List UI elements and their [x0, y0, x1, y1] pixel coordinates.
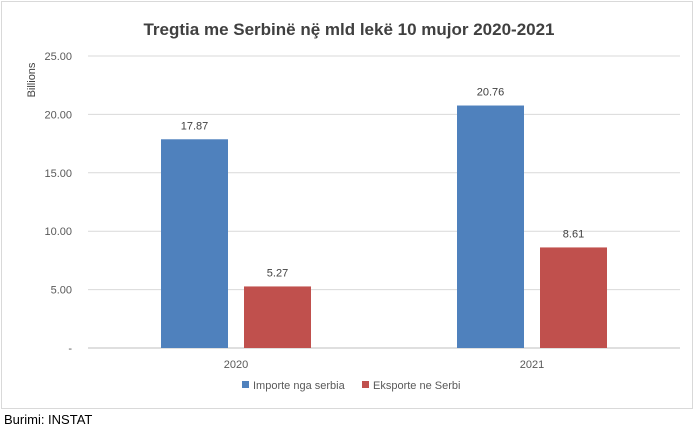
bar-eksporte-2020	[244, 286, 311, 348]
data-label: 8.61	[563, 228, 584, 240]
y-tick-label: -	[68, 343, 72, 355]
y-tick-label: 15.00	[44, 168, 72, 180]
bar-importe-2021	[457, 105, 524, 349]
legend-label: Importe nga serbia	[253, 380, 346, 392]
legend-label: Eksporte ne Serbi	[373, 380, 460, 392]
data-labels: 17.87 5.27 20.76 8.61	[181, 87, 584, 280]
y-axis-ticks: - 5.00 10.00 15.00 20.00 25.00	[44, 51, 72, 355]
legend-swatch	[242, 381, 249, 388]
y-tick-label: 5.00	[51, 285, 72, 297]
data-label: 5.27	[267, 267, 288, 279]
bar-eksporte-2021	[540, 247, 607, 348]
y-tick-label: 25.00	[44, 51, 72, 63]
x-tick-label: 2021	[520, 359, 544, 371]
legend-swatch	[362, 381, 369, 388]
y-tick-label: 20.00	[44, 109, 72, 121]
x-axis-ticks: 2020 2021	[224, 359, 544, 371]
chart-title: Tregtia me Serbinë nȩ̈ mld lekë 10 mujor…	[143, 20, 554, 39]
y-tick-label: 10.00	[44, 226, 72, 238]
bars	[161, 105, 607, 349]
data-label: 20.76	[477, 87, 505, 99]
source-note: Burimi: INSTAT	[4, 412, 93, 427]
y-axis-unit-label: Billions	[26, 62, 38, 97]
bar-importe-2020	[161, 139, 228, 348]
bar-chart: Tregtia me Serbinë nȩ̈ mld lekë 10 mujor…	[26, 20, 680, 392]
legend: Importe nga serbia Eksporte ne Serbi	[242, 380, 460, 392]
x-tick-label: 2020	[224, 359, 248, 371]
data-label: 17.87	[181, 120, 209, 132]
